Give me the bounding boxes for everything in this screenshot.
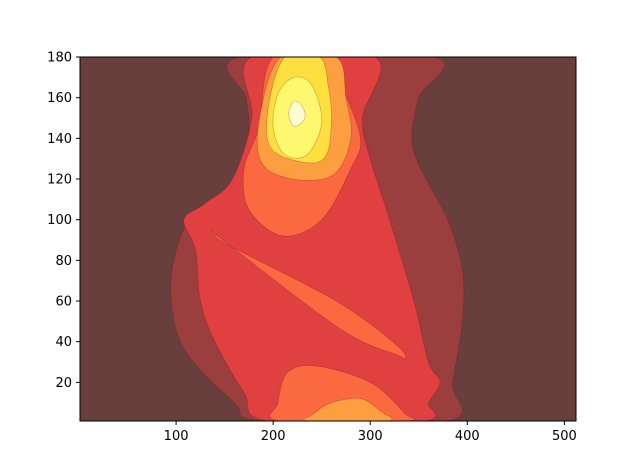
x-tick-label: 300 bbox=[358, 429, 383, 444]
plot-frame bbox=[79, 56, 577, 422]
y-tick-label: 80 bbox=[55, 254, 72, 269]
contour-level-7-region-9 bbox=[288, 100, 306, 127]
y-tick-label: 160 bbox=[47, 91, 72, 106]
x-axis: 100 200 300 400 500 bbox=[164, 421, 577, 444]
y-tick-label: 180 bbox=[47, 51, 72, 66]
y-axis: 20 40 60 80 100 120 140 160 180 bbox=[47, 51, 80, 391]
x-tick-label: 200 bbox=[261, 429, 286, 444]
contour-level-3-region-3 bbox=[211, 230, 407, 362]
plot-area bbox=[80, 57, 576, 421]
x-tick-label: 100 bbox=[164, 429, 189, 444]
x-tick-label: 400 bbox=[455, 429, 480, 444]
y-tick-label: 140 bbox=[47, 132, 72, 147]
y-tick-label: 120 bbox=[47, 173, 72, 188]
contour-level-3-region-4 bbox=[269, 365, 416, 421]
y-tick-label: 20 bbox=[55, 376, 72, 391]
y-tick-label: 60 bbox=[55, 295, 72, 310]
x-tick-label: 500 bbox=[552, 429, 577, 444]
y-tick-label: 100 bbox=[47, 213, 72, 228]
y-tick-label: 40 bbox=[55, 335, 72, 350]
contour-level-4-region-6 bbox=[303, 397, 393, 421]
